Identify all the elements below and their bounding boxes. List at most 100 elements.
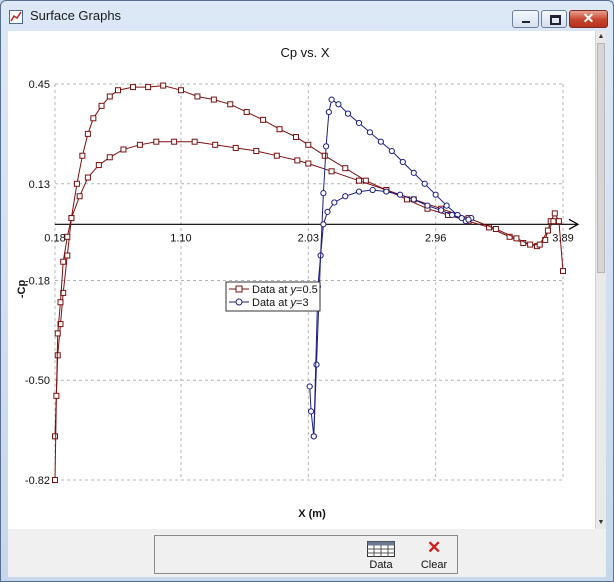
series-2-upper-point-8 xyxy=(328,96,335,103)
series-1-lower-point-15 xyxy=(191,138,198,145)
series-1-upper-point-16 xyxy=(177,87,184,94)
series-1-lower-point-21 xyxy=(305,160,312,167)
series-1-upper-point-0 xyxy=(52,433,58,440)
series-1-upper-point-8 xyxy=(84,130,91,137)
y-tick-label-2: -0.18 xyxy=(25,275,50,287)
series-2-upper-point-7 xyxy=(325,108,332,116)
series-1-upper-point-20 xyxy=(243,109,250,116)
maximize-button[interactable] xyxy=(541,10,567,28)
series-2-upper-point-10 xyxy=(344,110,352,117)
scroll-thumb[interactable] xyxy=(597,43,605,273)
series-1-upper-point-7 xyxy=(79,152,86,159)
series-1-lower-point-3 xyxy=(57,299,64,306)
series-2-lower-point-4 xyxy=(331,199,338,206)
data-table-icon xyxy=(367,541,395,557)
series-1-lower-point-11 xyxy=(120,146,127,153)
series-2-upper-point-9 xyxy=(335,101,342,108)
series-1-upper-point-10 xyxy=(98,102,105,109)
series-1-upper-point-39 xyxy=(551,210,558,217)
x-axis-label: X (m) xyxy=(298,508,326,520)
series-1-upper-point-9 xyxy=(90,115,97,122)
series-1-lower-point-10 xyxy=(106,154,113,161)
series-1-lower-point-18 xyxy=(253,148,260,155)
series-2-upper-point-0 xyxy=(306,383,313,390)
series-2-upper-point-15 xyxy=(399,158,406,166)
series-2-lower-point-7 xyxy=(369,186,376,194)
scroll-down-arrow-icon[interactable]: ▼ xyxy=(597,519,605,526)
series-2-lower-point-11 xyxy=(424,202,431,209)
series-1-lower-point-14 xyxy=(171,138,178,145)
y-tick-label-0: 0.45 xyxy=(29,79,50,91)
series-1-upper-point-40 xyxy=(555,218,562,225)
x-tick-label-2: 2.03 xyxy=(298,232,319,244)
series-1-lower-point-8 xyxy=(84,174,91,181)
clear-x-icon: ✕ xyxy=(427,538,442,557)
series-2-upper-point-6 xyxy=(323,143,330,150)
series-1-lower-point-0 xyxy=(52,477,58,483)
series-1-lower-point-6 xyxy=(68,215,75,222)
series-2-lower-point-3 xyxy=(324,208,331,215)
series-1-lower-point-31 xyxy=(536,241,543,248)
series-2-lower-point-10 xyxy=(410,196,417,203)
series-2-upper-point-13 xyxy=(377,138,384,145)
series-2-lower-point-5 xyxy=(342,193,349,200)
x-axis-arrow-icon xyxy=(568,218,580,230)
series-1-lower-point-17 xyxy=(232,144,239,151)
series-1-upper-point-23 xyxy=(292,134,299,141)
series-1-upper-point-18 xyxy=(210,96,217,103)
series-2-upper-point-17 xyxy=(421,180,428,187)
series-1-lower-point-13 xyxy=(153,138,160,145)
series-1-upper-point-12 xyxy=(114,87,121,94)
series-1-lower-point-9 xyxy=(95,162,102,169)
series-1-lower-point-30 xyxy=(527,241,534,248)
series-1-lower-point-22 xyxy=(328,168,335,175)
series-1-upper-point-14 xyxy=(145,84,152,91)
legend: Data at y=0.5 Data at y=3 xyxy=(225,281,321,312)
x-tick-label-0: 0.18 xyxy=(44,232,65,244)
series-1-upper-point-6 xyxy=(73,180,80,187)
scroll-up-arrow-icon[interactable]: ▲ xyxy=(597,33,605,40)
series-1-upper-point-21 xyxy=(260,116,267,123)
legend-label-1: Data at y=0.5 xyxy=(252,284,318,296)
vertical-scrollbar[interactable]: ▲ ▼ xyxy=(595,31,606,529)
chart-title: Cp vs. X xyxy=(280,45,329,60)
series-1-upper-point-2 xyxy=(57,321,64,328)
minimize-button[interactable] xyxy=(512,10,539,28)
clear-button[interactable]: ✕ Clear xyxy=(414,538,454,572)
series-1-upper-point-22 xyxy=(276,126,283,133)
series-1-lower-point-32 xyxy=(544,227,551,234)
series-1-upper-point-41 xyxy=(560,268,566,275)
series-2-upper-point-14 xyxy=(388,147,395,155)
series-2-upper-point-12 xyxy=(366,129,374,136)
series-1-lower-point-16 xyxy=(212,141,219,148)
series-2-upper-point-11 xyxy=(355,119,363,127)
series-1-upper-point-24 xyxy=(305,141,312,148)
series-2-upper-point-16 xyxy=(410,169,417,176)
series-1-lower-point-2 xyxy=(54,330,61,337)
series-1-lower-point-4 xyxy=(60,258,67,265)
y-tick-label-1: 0.13 xyxy=(29,179,50,191)
series-1-lower-point-1 xyxy=(53,392,60,399)
series-2-lower-point-9 xyxy=(396,191,404,198)
series-2-lower-point-15 xyxy=(465,216,472,223)
close-button[interactable]: ✕ xyxy=(569,10,608,28)
series-1-lower-point-7 xyxy=(76,193,83,200)
legend-label-2: Data at y=3 xyxy=(252,297,309,309)
x-tick-label-3: 2.96 xyxy=(425,232,446,244)
plot-area: Cp vs. X X (m) -Cp 0.18 1.10 2.03 2.96 3.89 0… xyxy=(8,31,595,529)
series-1-upper-point-11 xyxy=(106,93,113,100)
tick-labels: 0.18 1.10 2.03 2.96 3.89 0.45 0.13 -0.18 -0.50 -0… xyxy=(25,79,574,487)
series-1-upper-point-19 xyxy=(227,101,234,108)
data-button[interactable]: Data xyxy=(361,538,401,572)
x-tick-label-4: 3.89 xyxy=(552,232,573,244)
title-bar[interactable]: Surface Graphs ✕ xyxy=(1,1,613,31)
series-1-lower-point-20 xyxy=(294,157,301,164)
series-2-lower-point-0 xyxy=(310,433,317,440)
series-1-upper-point-26 xyxy=(342,165,349,172)
data-button-label: Data xyxy=(369,559,393,571)
series-2-upper-point-3 xyxy=(313,361,320,368)
series-1-lower-point-12 xyxy=(136,141,143,148)
series-1-upper-point-25 xyxy=(321,152,328,159)
series-2-upper-point-5 xyxy=(320,190,327,197)
